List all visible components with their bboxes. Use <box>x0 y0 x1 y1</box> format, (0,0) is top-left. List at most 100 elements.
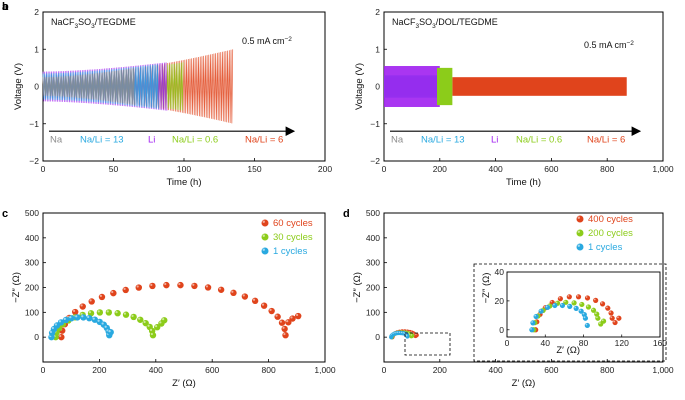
chart-title-part: 3 <box>432 23 436 30</box>
data-point-60-cycles-highlight <box>286 320 289 323</box>
data-point-30-cycles-highlight <box>150 332 153 336</box>
y-tick-label: 200 <box>25 283 39 293</box>
data-point-60-cycles <box>110 289 117 297</box>
inset-data-point-1-cycles-highlight <box>583 316 586 319</box>
chart-title-part: 3 <box>416 23 420 30</box>
data-point-30-cycles <box>161 317 168 324</box>
chart-title-part: NaCF <box>392 17 416 27</box>
inset-data-point-1-cycles <box>552 302 558 309</box>
x-tick-label: 400 <box>489 164 503 174</box>
chart-title-part: SO <box>419 17 432 27</box>
data-point-60-cycles <box>289 315 296 322</box>
data-point-1-cycles-highlight <box>101 322 104 325</box>
inset-data-point-1-cycles <box>530 320 536 326</box>
x-axis-label: Time (h) <box>506 177 541 188</box>
data-point-30-cycles <box>105 309 113 316</box>
data-point-1-cycles-highlight <box>58 320 62 323</box>
data-point-60-cycles <box>88 298 95 305</box>
data-point-30-cycles-highlight <box>131 314 134 317</box>
inset-data-point-1-cycles-highlight <box>531 321 533 323</box>
voltage-trace-li <box>384 66 440 107</box>
x-tick-label: 200 <box>318 164 332 174</box>
inset-data-point-1-cycles <box>533 313 539 320</box>
legend-label-na-li-0-6: Na/Li = 0.6 <box>172 134 218 145</box>
inset-data-point-200-cycles <box>585 304 592 310</box>
data-point-30-cycles-highlight <box>88 311 92 314</box>
data-point-60-cycles <box>204 284 212 291</box>
inset-x-tick-label: 80 <box>579 338 589 348</box>
chart-title-part: /TEGDME <box>95 17 136 27</box>
panel-letter: a <box>2 1 9 13</box>
current-density-unit-exponent: −2 <box>285 36 293 43</box>
data-point-60-cycles <box>217 286 225 293</box>
x-tick-label: 1,000 <box>314 365 336 375</box>
x-tick-label: 150 <box>247 164 261 174</box>
data-point-60-cycles-highlight <box>99 294 102 297</box>
inset-data-point-200-cycles <box>595 315 601 321</box>
y-tick-label: −1 <box>29 119 39 129</box>
inset-data-point-400-cycles-highlight <box>609 311 612 314</box>
legend-marker-400-cycles-highlight <box>577 216 581 219</box>
inset-data-point-1-cycles <box>567 303 573 309</box>
inset-data-point-1-cycles-highlight <box>539 309 542 312</box>
inset-data-point-200-cycles-highlight <box>601 319 604 322</box>
legend-label-li: Li <box>491 134 498 145</box>
inset-data-point-400-cycles <box>605 305 611 311</box>
inset-data-point-200-cycles-highlight <box>594 312 597 315</box>
inset-data-point-400-cycles <box>557 296 563 302</box>
data-point-400-cycles-highlight <box>415 333 417 336</box>
data-point-60-cycles <box>241 293 249 300</box>
data-point-60-cycles <box>191 282 198 290</box>
inset-data-point-400-cycles-highlight <box>576 294 579 297</box>
inset-data-point-200-cycles <box>579 301 585 308</box>
data-point-1-cycles <box>74 314 81 321</box>
inset-data-point-400-cycles-highlight <box>593 298 596 301</box>
current-density-value: 0.5 mA cm <box>242 36 285 46</box>
data-point-30-cycles <box>130 313 137 321</box>
data-point-1-cycles-highlight <box>54 323 57 326</box>
inset-data-point-1-cycles <box>544 304 551 311</box>
voltage-trace-na-li-0-6 <box>437 67 453 106</box>
inset-data-point-1-cycles-highlight <box>545 305 548 308</box>
voltage-trace-na <box>42 68 135 106</box>
data-point-30-cycles <box>149 331 157 339</box>
legend-label-na: Na <box>50 134 63 145</box>
inset-data-point-400-cycles <box>616 315 622 321</box>
data-point-60-cycles-highlight <box>123 287 126 290</box>
legend-marker-1-cycles-highlight <box>262 248 265 251</box>
inset-data-point-400-cycles-highlight <box>558 296 561 299</box>
chart-title-part: /DOL/TEGDME <box>436 17 498 27</box>
y-axis-label: Voltage (V) <box>354 63 365 110</box>
inset-data-point-200-cycles <box>571 300 577 306</box>
data-point-60-cycles <box>260 302 268 309</box>
data-point-1-cycles-highlight <box>400 331 403 334</box>
inset-data-point-200-cycles-highlight <box>580 302 582 305</box>
voltage-trace-na-li-6 <box>452 77 627 96</box>
y-tick-label: −2 <box>29 156 39 166</box>
x-tick-label: 800 <box>600 365 614 375</box>
y-tick-label: −2 <box>370 156 380 166</box>
y-tick-label: 100 <box>366 307 380 317</box>
current-density-unit-exponent: −2 <box>627 40 635 47</box>
x-tick-label: 600 <box>205 365 219 375</box>
inset-x-axis-label: Z′ (Ω) <box>556 345 580 356</box>
current-density-value: 0.5 mA cm <box>584 40 627 50</box>
data-point-1-cycles-highlight <box>81 315 84 318</box>
y-tick-label: 100 <box>25 307 39 317</box>
inset-data-point-200-cycles-highlight <box>555 301 558 304</box>
inset-y-axis-label: −Z″ (Ω) <box>481 273 492 304</box>
legend-label-na-li-13: Na/Li = 13 <box>80 134 124 145</box>
data-point-60-cycles-highlight <box>192 283 195 286</box>
data-point-30-cycles-highlight <box>162 318 165 321</box>
inset-x-tick-label: 0 <box>505 338 510 348</box>
x-tick-label: 0 <box>41 365 46 375</box>
data-point-1-cycles-highlight <box>405 334 408 337</box>
y-tick-label: 1 <box>375 44 380 54</box>
data-point-60-cycles-highlight <box>283 332 286 336</box>
data-point-60-cycles <box>149 282 156 290</box>
current-density-annotation: 0.5 mA cm−2 <box>242 36 292 46</box>
data-point-60-cycles <box>274 313 281 320</box>
inset-data-point-1-cycles <box>559 302 566 309</box>
inset-x-tick-label: 40 <box>541 338 551 348</box>
